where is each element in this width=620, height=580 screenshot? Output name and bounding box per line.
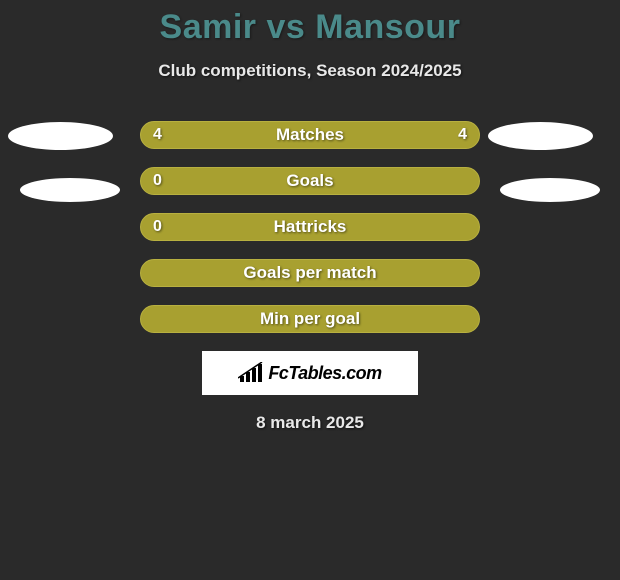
stat-row-min-per-goal: Min per goal xyxy=(140,305,480,333)
stat-right-value: 4 xyxy=(458,126,467,144)
stat-label: Matches xyxy=(276,125,344,145)
subtitle: Club competitions, Season 2024/2025 xyxy=(0,61,620,81)
stat-left-value: 4 xyxy=(153,126,162,144)
stat-left-value: 0 xyxy=(153,218,162,236)
stat-rows: 4 Matches 4 0 Goals 0 Hattricks Goals pe… xyxy=(0,121,620,333)
comparison-card: Samir vs Mansour Club competitions, Seas… xyxy=(0,0,620,433)
stat-label: Min per goal xyxy=(260,309,360,329)
page-title: Samir vs Mansour xyxy=(0,8,620,47)
decorative-oval xyxy=(20,178,120,202)
stat-row-hattricks: 0 Hattricks xyxy=(140,213,480,241)
decorative-oval xyxy=(8,122,113,150)
stat-label: Goals xyxy=(286,171,333,191)
decorative-oval xyxy=(488,122,593,150)
stat-row-matches: 4 Matches 4 xyxy=(140,121,480,149)
logo-box: FcTables.com xyxy=(202,351,418,395)
logo-text: FcTables.com xyxy=(268,363,381,384)
stat-row-goals: 0 Goals xyxy=(140,167,480,195)
stat-row-goals-per-match: Goals per match xyxy=(140,259,480,287)
stat-label: Goals per match xyxy=(243,263,376,283)
stat-left-value: 0 xyxy=(153,172,162,190)
decorative-oval xyxy=(500,178,600,202)
stat-label: Hattricks xyxy=(274,217,347,237)
chart-icon xyxy=(238,362,264,384)
date-text: 8 march 2025 xyxy=(0,413,620,433)
